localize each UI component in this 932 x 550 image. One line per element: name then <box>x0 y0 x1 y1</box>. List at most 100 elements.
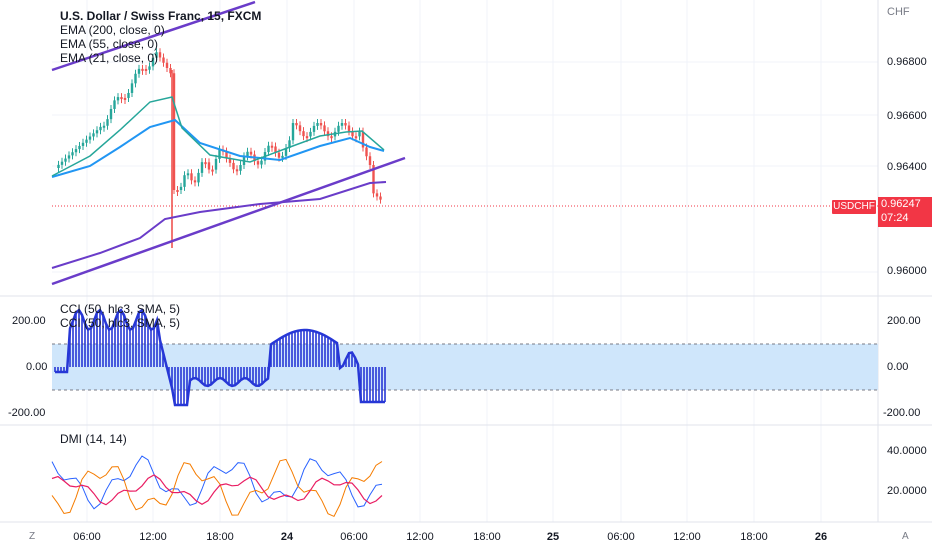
dmi-plus-line <box>51 455 383 510</box>
candle <box>298 125 302 132</box>
candle <box>67 155 71 159</box>
candle <box>256 161 260 165</box>
time-label: 12:00 <box>673 531 701 543</box>
zoom-button[interactable]: Z <box>29 531 36 542</box>
candle <box>214 158 218 170</box>
candle <box>57 164 60 168</box>
ema-200-line <box>51 181 387 269</box>
candlesticks <box>57 48 382 248</box>
candle <box>134 73 137 84</box>
candle <box>309 131 312 137</box>
cci-line <box>55 308 385 407</box>
cci-tick-left: -200.00 <box>8 407 46 419</box>
candle <box>305 136 309 139</box>
candle <box>113 100 116 109</box>
dmi-tick: 40.0000 <box>887 445 927 457</box>
cci-band <box>52 344 878 390</box>
candle <box>228 158 232 163</box>
dmi-legend: DMI (14, 14) <box>60 432 127 446</box>
cci-tick-left: 0.00 <box>26 361 48 373</box>
ema-21-line <box>51 96 385 177</box>
candle <box>274 146 277 153</box>
candle <box>92 133 95 137</box>
candle <box>148 66 151 70</box>
upper-trendline <box>51 0 256 72</box>
dmi-label[interactable]: DMI (14, 14) <box>60 432 127 446</box>
currency-label: CHF <box>887 6 910 18</box>
bar-countdown: 07:24 <box>881 212 909 224</box>
last-price-badge: 0.96247 07:24 <box>878 197 932 227</box>
time-label: 18:00 <box>206 531 234 543</box>
candle <box>277 152 281 158</box>
time-label: 12:00 <box>406 531 434 543</box>
candle <box>200 162 204 173</box>
cci-label[interactable]: CCI (50, hlc3, SMA, 5) <box>60 316 181 330</box>
candle <box>109 108 113 120</box>
time-label: 25 <box>546 531 560 543</box>
candle <box>88 136 92 140</box>
candle <box>316 123 319 126</box>
ema-200-label[interactable]: EMA (200, close, 0) <box>60 23 165 37</box>
candle <box>284 147 288 156</box>
cci-tick-right: -200.00 <box>883 407 921 419</box>
symbol-title[interactable]: U.S. Dollar / Swiss Franc, 15, FXCM <box>60 9 262 23</box>
candle <box>116 97 120 101</box>
symbol-tag: USDCHF <box>832 200 876 214</box>
cci-tick-right: 0.00 <box>887 361 909 373</box>
candle <box>344 123 347 126</box>
candle <box>246 151 249 157</box>
candle <box>270 145 274 148</box>
time-label: 12:00 <box>139 531 167 543</box>
candle <box>176 190 179 192</box>
candle <box>99 126 102 131</box>
auto-scale-button[interactable]: A <box>902 531 909 542</box>
candle <box>106 119 109 126</box>
candle <box>312 125 316 132</box>
candle <box>239 165 242 171</box>
ema-55-line <box>51 118 385 178</box>
candle <box>179 186 183 190</box>
candle <box>141 68 144 71</box>
indicator-lines <box>51 0 406 286</box>
candle <box>130 83 134 93</box>
last-price: 0.96247 <box>881 198 921 210</box>
candle <box>379 196 382 200</box>
cci-plot <box>52 308 878 407</box>
cci-label[interactable]: CCI (50, hlc3, SMA, 5) <box>60 302 181 316</box>
price-tick: 0.96000 <box>887 265 927 277</box>
candle <box>361 131 365 148</box>
candle <box>74 149 78 153</box>
candle <box>211 169 214 172</box>
grid-lines <box>52 0 878 522</box>
panel-separators <box>0 0 932 523</box>
time-label: 06:00 <box>73 531 101 543</box>
candle <box>158 52 162 58</box>
candle <box>354 136 358 139</box>
candle <box>267 145 270 153</box>
candle <box>218 149 221 159</box>
price-tick: 0.96800 <box>887 56 927 68</box>
candle <box>85 139 88 143</box>
candle <box>155 52 158 58</box>
candle <box>172 73 176 190</box>
candle <box>281 155 284 158</box>
ema-55-label[interactable]: EMA (55, close, 0) <box>60 37 159 51</box>
candle <box>295 123 298 126</box>
candle <box>169 68 172 74</box>
candle <box>235 169 239 172</box>
candle <box>102 125 106 128</box>
lower-trendline <box>51 156 406 286</box>
candle <box>186 173 190 176</box>
adx-line <box>51 474 383 506</box>
time-label: 24 <box>280 531 294 543</box>
time-label: 18:00 <box>740 531 768 543</box>
ema-21-label[interactable]: EMA (21, close, 0) <box>60 51 159 65</box>
candle <box>326 131 330 137</box>
candle <box>351 131 354 137</box>
candle <box>144 68 148 71</box>
candle <box>120 97 123 100</box>
candle <box>347 125 351 132</box>
price-tick: 0.96600 <box>887 110 927 122</box>
candle <box>60 161 64 165</box>
